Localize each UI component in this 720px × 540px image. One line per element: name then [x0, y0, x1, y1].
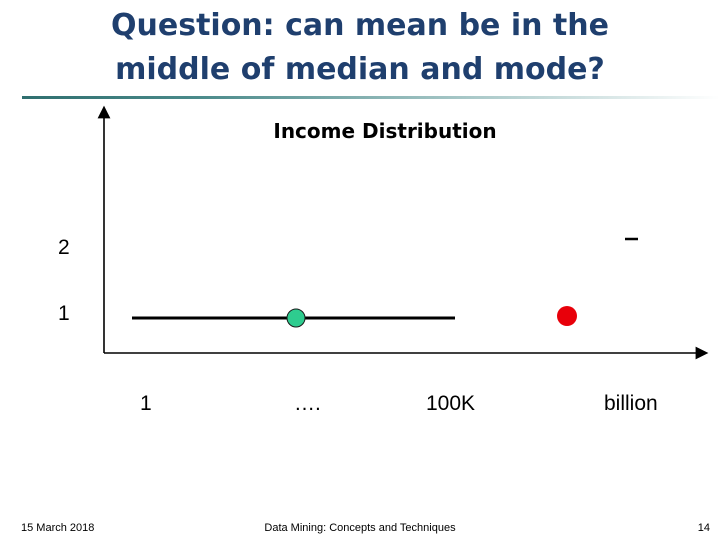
x-label-billion: billion	[604, 392, 658, 415]
footer-title: Data Mining: Concepts and Techniques	[264, 522, 456, 534]
footer-date: 15 March 2018	[21, 522, 95, 534]
title-underline	[22, 96, 720, 99]
x-label-ellipsis: ….	[294, 392, 321, 415]
x-label-100k: 100K	[426, 392, 476, 415]
y-label-2: 2	[58, 236, 70, 259]
chart-title: Income Distribution	[273, 119, 497, 143]
slide-title-line-1: Question: can mean be in the	[111, 8, 609, 43]
outlier-marker	[557, 306, 577, 326]
slide-title: Question: can mean be in the middle of m…	[0, 4, 720, 92]
page-number: 14	[697, 522, 710, 534]
y-label-1: 1	[58, 302, 70, 325]
x-label-1: 1	[140, 392, 152, 415]
slide-title-line-2: middle of median and mode?	[115, 52, 605, 87]
median-marker	[286, 308, 306, 328]
